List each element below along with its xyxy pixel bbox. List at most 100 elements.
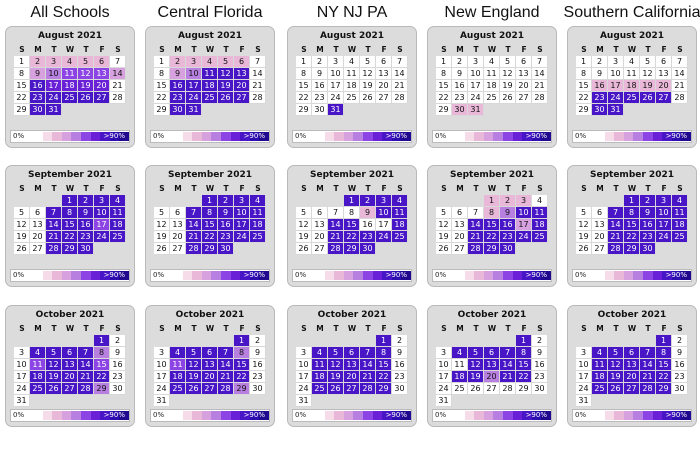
day-cell: 23 (392, 371, 408, 383)
legend-max-label: >90% (243, 271, 265, 279)
legend-swatch (230, 132, 241, 141)
legend-max-label: >90% (385, 132, 407, 140)
day-cell: 9 (250, 347, 266, 359)
legend-swatch (455, 132, 465, 141)
day-cell: 8 (576, 68, 592, 80)
legend-min-label: 0% (13, 411, 25, 419)
day-cell: 21 (218, 371, 234, 383)
day-cell: 14 (640, 359, 656, 371)
legend-max-label: >90% (525, 271, 547, 279)
day-cell: 17 (296, 371, 312, 383)
day-cell: 7 (360, 347, 376, 359)
day-cell: 15 (516, 359, 532, 371)
day-cell: 29 (296, 104, 312, 116)
day-cell: 28 (640, 383, 656, 395)
day-cell: 5 (640, 56, 656, 68)
legend-swatch (100, 132, 110, 141)
day-cell: 5 (154, 207, 170, 219)
legend-swatch (483, 411, 494, 420)
weekday-label: S (677, 184, 683, 193)
day-cell: 25 (62, 92, 78, 104)
day-cell: 29 (62, 243, 78, 255)
legend-swatch (71, 271, 81, 280)
day-cell: 18 (452, 371, 468, 383)
day-cell: 4 (624, 56, 640, 68)
weekday-label: T (505, 324, 511, 333)
legend-max-label: >90% (665, 132, 687, 140)
day-cell: 30 (78, 243, 94, 255)
day-cell: 29 (202, 243, 218, 255)
day-cell: 12 (296, 219, 312, 231)
day-cell: 5 (500, 56, 516, 68)
legend-swatch (512, 271, 523, 280)
day-cell: 16 (30, 80, 46, 92)
day-cell: 10 (608, 68, 624, 80)
region-title: New England (444, 4, 540, 21)
weekday-label: T (333, 184, 339, 193)
weekday-label: T (365, 184, 371, 193)
day-cell: 12 (14, 219, 30, 231)
legend-swatch (541, 411, 551, 420)
day-cell: 18 (484, 80, 500, 92)
day-cell: 12 (46, 359, 62, 371)
weekday-label: W (205, 184, 215, 193)
day-cell: 13 (234, 68, 250, 80)
legend-swatch (512, 411, 523, 420)
day-cell: 31 (436, 395, 452, 407)
day-cell: 16 (500, 219, 516, 231)
day-cell: 4 (452, 347, 468, 359)
weekday-label: S (159, 324, 165, 333)
day-cell: 5 (296, 207, 312, 219)
day-cell: 29 (234, 383, 250, 395)
legend-swatch (33, 411, 43, 420)
weekday-label: T (645, 45, 651, 54)
day-cell: 28 (532, 92, 548, 104)
day-cell: 10 (436, 359, 452, 371)
day-cell: 12 (154, 219, 170, 231)
day-cell: 21 (360, 371, 376, 383)
day-cell: 25 (312, 383, 328, 395)
day-cell: 30 (250, 383, 266, 395)
legend-swatch (71, 132, 81, 141)
month-title: October 2021 (597, 310, 667, 320)
month-panel: October 2021 S M T W T F S 1 2 3 4 5 6 7 8 9 10 11 12 13 14 15… (427, 305, 557, 427)
day-cell: 14 (186, 219, 202, 231)
day-cell: 8 (234, 347, 250, 359)
legend-swatch (211, 271, 221, 280)
day-cell: 15 (576, 80, 592, 92)
weekday-label: W (347, 324, 357, 333)
day-cell: 6 (170, 207, 186, 219)
weekday-label: F (521, 184, 527, 193)
weekday-label: T (51, 45, 57, 54)
weekday-label: T (613, 324, 619, 333)
day-cell: 13 (656, 68, 672, 80)
day-cell: 23 (110, 371, 126, 383)
legend-swatch (642, 132, 653, 141)
day-cell: 2 (500, 195, 516, 207)
day-cell: 14 (500, 359, 516, 371)
legend-min-label: 0% (153, 411, 165, 419)
day-cell: 14 (672, 68, 688, 80)
day-cell: 20 (202, 371, 218, 383)
day-cell: 29 (436, 104, 452, 116)
day-cell: 20 (170, 231, 186, 243)
day-cell: 8 (94, 347, 110, 359)
day-cell: 5 (14, 207, 30, 219)
day-cell: 4 (532, 195, 548, 207)
legend-max-label: >90% (103, 132, 125, 140)
day-cell: 1 (484, 195, 500, 207)
weekday-label: W (347, 45, 357, 54)
day-cell: 6 (94, 56, 110, 68)
day-cell: 23 (452, 92, 468, 104)
weekday-label: M (34, 184, 42, 193)
day-cell: 13 (62, 359, 78, 371)
day-cell: 16 (218, 219, 234, 231)
day-cell: 7 (186, 207, 202, 219)
day-cell: 14 (78, 359, 94, 371)
legend-color-ramp (173, 132, 269, 141)
day-cell: 6 (484, 347, 500, 359)
day-cell: 9 (592, 68, 608, 80)
legend-swatch (662, 271, 672, 280)
legend-swatch (372, 132, 383, 141)
day-cell: 23 (250, 371, 266, 383)
